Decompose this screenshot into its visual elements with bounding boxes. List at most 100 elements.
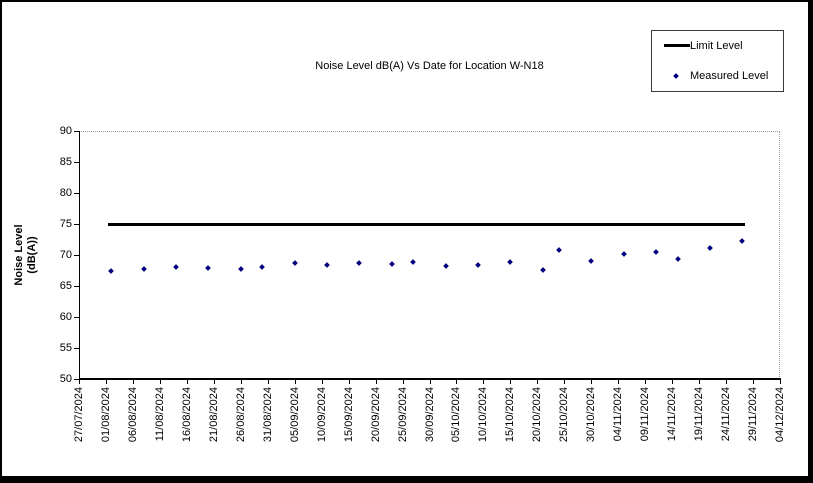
x-tick-label: 30/09/2024 [423, 387, 436, 443]
measured-point [653, 249, 659, 255]
x-tick-mark [375, 380, 377, 384]
y-tick-mark [74, 317, 79, 318]
x-tick-label: 09/11/2024 [639, 387, 652, 442]
measured-point [475, 262, 481, 268]
y-tick-mark [74, 224, 79, 225]
measured-point [556, 247, 562, 253]
measured-point [674, 255, 681, 262]
x-tick-mark [294, 380, 296, 384]
x-tick-mark [672, 380, 674, 384]
measured-point [507, 259, 514, 266]
x-tick-mark [105, 380, 107, 384]
x-tick-mark [186, 380, 188, 384]
measured-point [324, 262, 330, 268]
x-tick-mark [456, 380, 458, 384]
measured-point [707, 244, 713, 251]
x-tick-label: 15/10/2024 [504, 387, 517, 443]
measured-point [140, 266, 147, 273]
x-tick-mark [780, 380, 781, 384]
x-tick-mark [618, 380, 620, 384]
x-tick-label: 05/10/2024 [450, 387, 463, 443]
x-tick-mark [159, 380, 161, 384]
y-tick-mark [74, 379, 79, 380]
x-tick-label: 24/11/2024 [720, 387, 733, 442]
x-tick-mark [267, 380, 269, 384]
x-tick-label: 05/09/2024 [288, 387, 301, 443]
y-tick-mark [74, 193, 79, 194]
y-tick-label: 70 [59, 249, 72, 261]
y-tick-mark [74, 131, 79, 132]
y-tick-label: 75 [59, 218, 72, 230]
measured-point [410, 259, 417, 266]
x-tick-label: 15/09/2024 [342, 387, 355, 443]
x-tick-mark [348, 380, 350, 384]
x-tick-mark [429, 380, 431, 384]
y-tick-label: 80 [59, 187, 72, 199]
y-tick-label: 65 [59, 280, 72, 292]
x-tick-label: 20/10/2024 [531, 387, 544, 443]
x-tick-mark [79, 380, 80, 384]
x-tick-label: 04/11/2024 [612, 387, 625, 442]
measured-point [173, 264, 179, 271]
legend-label-limit-level: Limit Level [690, 40, 743, 52]
x-tick-label: 16/08/2024 [180, 387, 193, 443]
x-tick-mark [510, 380, 512, 384]
measured-point [739, 238, 746, 245]
limit-level-line-swatch [664, 44, 690, 47]
measured-point [108, 267, 115, 274]
x-tick-label: 06/08/2024 [126, 387, 139, 443]
x-tick-label: 01/08/2024 [99, 387, 112, 443]
x-tick-mark [645, 380, 647, 384]
x-tick-label: 25/10/2024 [558, 387, 571, 443]
y-tick-mark [74, 286, 79, 287]
y-tick-label: 90 [59, 125, 72, 137]
y-tick-mark [74, 255, 79, 256]
measured-point [356, 260, 363, 266]
legend: Limit Level Measured Level [651, 30, 784, 92]
x-tick-label: 31/08/2024 [261, 387, 274, 443]
x-tick-label: 04/12/2024 [774, 387, 786, 443]
x-tick-label: 19/11/2024 [693, 387, 706, 442]
x-tick-label: 20/09/2024 [369, 387, 382, 443]
x-tick-label: 27/07/2024 [73, 387, 85, 443]
y-tick-label: 60 [59, 311, 72, 323]
legend-label-measured-level: Measured Level [690, 70, 769, 82]
measured-point [205, 265, 212, 271]
y-tick-mark [74, 162, 79, 163]
measured-point [291, 260, 298, 266]
x-tick-mark [132, 380, 134, 384]
x-tick-mark [591, 380, 593, 384]
plot-right-border [779, 131, 780, 379]
x-tick-mark [699, 380, 701, 384]
measured-point [588, 257, 595, 264]
x-tick-label: 14/11/2024 [666, 387, 679, 442]
x-tick-label: 26/08/2024 [234, 387, 247, 443]
x-tick-mark [753, 380, 755, 384]
x-tick-mark [483, 380, 485, 384]
measured-point [539, 267, 546, 273]
x-tick-label: 25/09/2024 [396, 387, 409, 443]
x-tick-mark [564, 380, 566, 384]
x-tick-label: 10/09/2024 [315, 387, 328, 443]
x-tick-mark [213, 380, 215, 384]
plot-top-border [79, 131, 780, 132]
measured-point [620, 251, 627, 258]
y-tick-label: 50 [59, 373, 72, 385]
x-tick-mark [537, 380, 539, 384]
y-tick-label: 55 [59, 342, 72, 354]
measured-point [237, 266, 244, 273]
x-tick-label: 30/10/2024 [585, 387, 598, 443]
x-tick-label: 29/11/2024 [747, 387, 760, 442]
y-tick-label: 85 [59, 156, 72, 168]
x-tick-mark [240, 380, 242, 384]
y-axis-line [79, 131, 80, 379]
y-tick-mark [74, 348, 79, 349]
measured-point [259, 263, 266, 270]
x-tick-mark [726, 380, 728, 384]
limit-level-line [108, 223, 746, 226]
x-tick-label: 10/10/2024 [477, 387, 490, 443]
x-tick-mark [321, 380, 323, 384]
measured-point [388, 260, 395, 267]
